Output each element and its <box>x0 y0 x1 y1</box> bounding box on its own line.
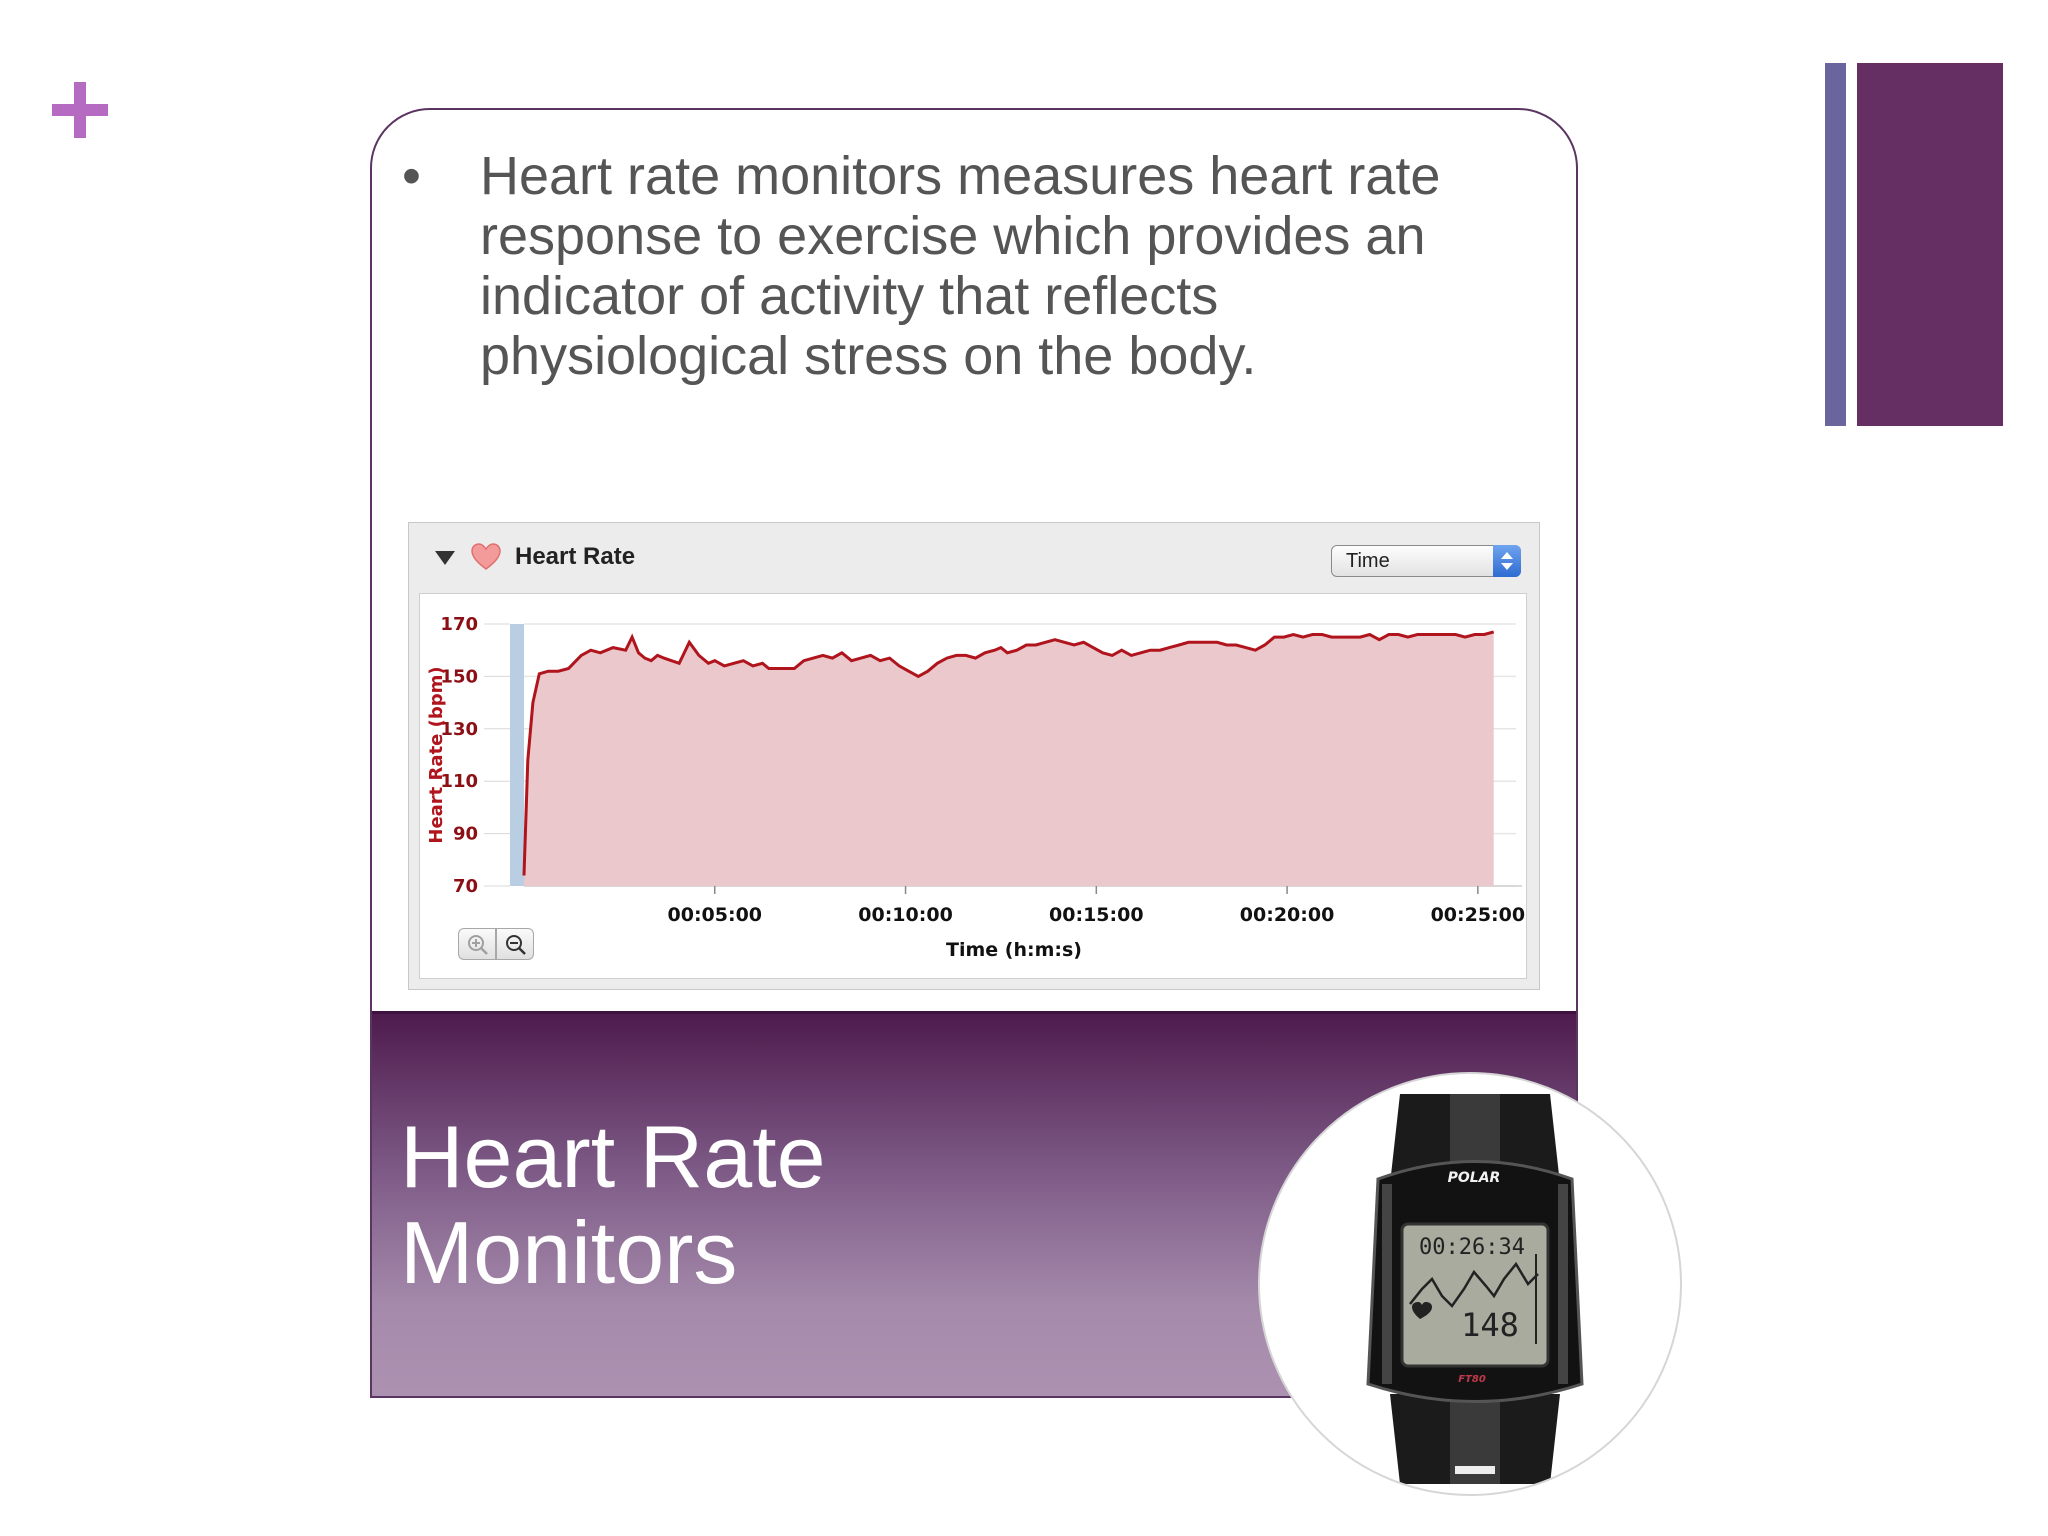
watch-model: FT80 <box>1458 1374 1486 1385</box>
accent-bar-wide <box>1857 63 2003 426</box>
x-tick-label-3: 00:20:00 <box>1240 904 1335 926</box>
zoom-out-button[interactable] <box>496 928 534 960</box>
watch-brand: POLAR <box>1448 1170 1501 1186</box>
x-tick-label-2: 00:15:00 <box>1049 904 1144 926</box>
collapse-triangle-icon[interactable] <box>435 551 455 565</box>
heart-rate-watch-icon: POLAR 00:26:34 148 FT80 <box>1366 1094 1584 1484</box>
zoom-controls <box>458 928 536 960</box>
y-tick-label-130: 130 <box>440 719 478 740</box>
accent-bar-thin <box>1825 63 1846 426</box>
y-tick-label-70: 70 <box>453 876 478 897</box>
heart-icon <box>471 543 501 570</box>
watch-time: 00:26:34 <box>1419 1235 1525 1260</box>
y-axis-label: Heart Rate (bpm) <box>426 666 447 843</box>
x-axis-label: Time (h:m:s) <box>946 939 1082 961</box>
y-tick-label-170: 170 <box>440 614 478 635</box>
watch-bpm: 148 <box>1461 1306 1519 1344</box>
bullet-text: Heart rate monitors measures heart rate … <box>480 146 1441 386</box>
heart-rate-chart: 70 90 110 130 150 170 00:05:00 00:10:00 00:15:0… <box>426 614 1526 961</box>
y-scrollbar-strip <box>510 624 524 886</box>
zoom-in-icon <box>468 935 488 955</box>
zoom-in-button[interactable] <box>458 928 496 960</box>
plot-area: 70 90 110 130 150 170 00:05:00 00:10:00 00:15:0… <box>419 593 1527 979</box>
slide-title-line-2: Monitors <box>400 1203 738 1302</box>
x-axis-select[interactable]: Time <box>1331 545 1521 577</box>
x-tick-label-1: 00:10:00 <box>858 904 953 926</box>
x-ticks: 00:05:00 00:10:00 00:15:00 00:20:00 00:25:00 <box>668 886 1526 926</box>
slide-title-line-1: Heart Rate <box>400 1107 826 1206</box>
y-ticks: 70 90 110 130 150 170 <box>440 614 510 897</box>
y-tick-label-90: 90 <box>453 824 478 845</box>
bullet-marker: • <box>402 146 421 206</box>
watch-heart-icon <box>1412 1302 1432 1319</box>
content-panel: • Heart rate monitors measures heart rat… <box>370 108 1578 1398</box>
watch-image-frame: POLAR 00:26:34 148 FT80 <box>1258 1072 1682 1496</box>
plus-logo-icon <box>52 82 108 138</box>
select-arrows-icon[interactable] <box>1493 545 1521 577</box>
zoom-out-icon <box>506 935 526 955</box>
y-tick-label-150: 150 <box>440 666 478 687</box>
x-axis-select-value: Time <box>1346 550 1390 572</box>
heart-rate-widget: Heart Rate Time 70 90 110 130 150 170 00:05:0… <box>408 522 1540 990</box>
slide-title: Heart Rate Monitors <box>400 1109 826 1301</box>
x-tick-label-4: 00:25:00 <box>1431 904 1526 926</box>
series-line <box>522 630 1495 876</box>
widget-title: Heart Rate <box>515 543 636 570</box>
series-area <box>524 631 1494 886</box>
y-tick-label-110: 110 <box>440 771 478 792</box>
x-tick-label-0: 00:05:00 <box>668 904 763 926</box>
